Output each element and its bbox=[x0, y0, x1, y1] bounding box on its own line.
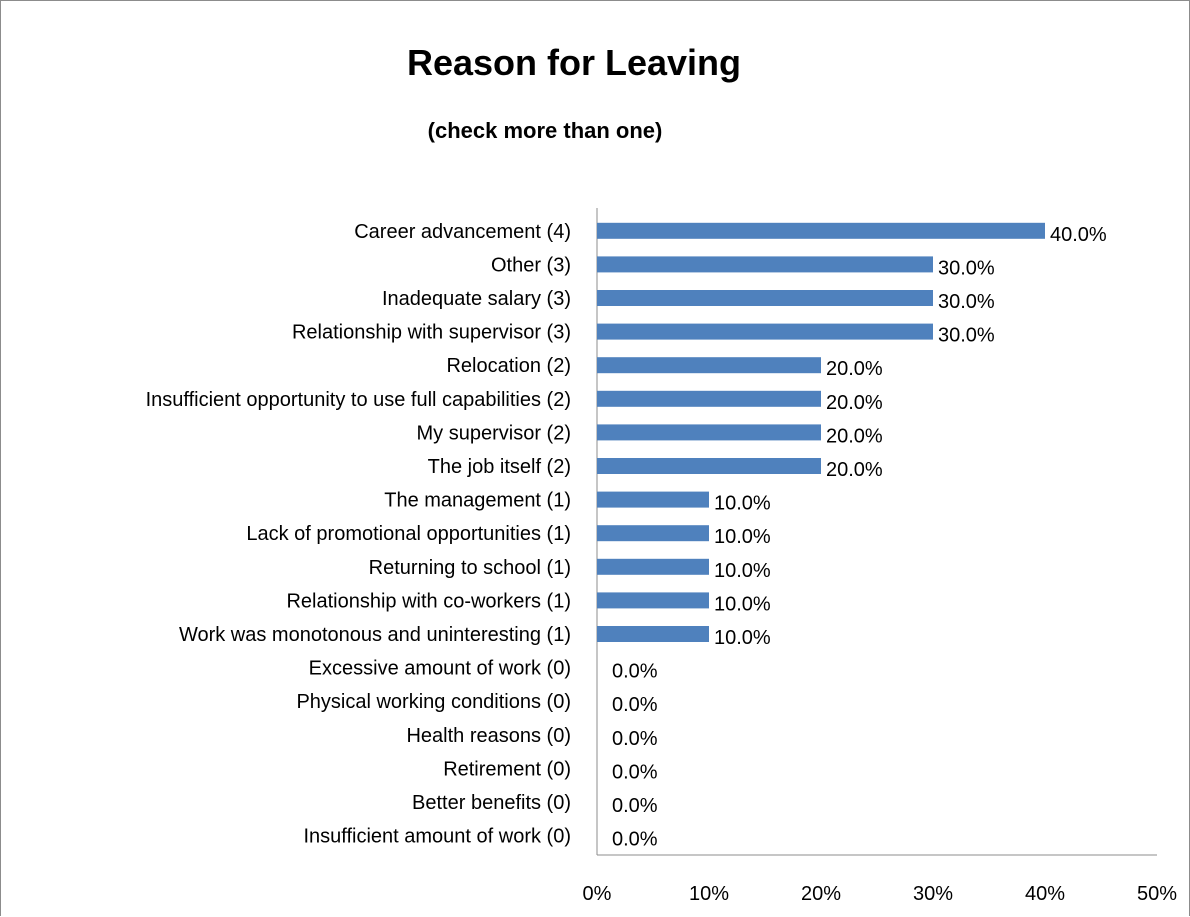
data-label: 10.0% bbox=[714, 627, 771, 649]
data-label: 10.0% bbox=[714, 593, 771, 615]
x-tick-label: 0% bbox=[583, 883, 612, 905]
bar bbox=[597, 357, 821, 374]
bar bbox=[597, 390, 821, 407]
chart-subtitle: (check more than one) bbox=[427, 118, 663, 143]
bar bbox=[597, 592, 709, 609]
data-label: 20.0% bbox=[826, 459, 883, 481]
category-label: Retirement (0) bbox=[443, 758, 571, 780]
data-label: 0.0% bbox=[612, 795, 658, 817]
bar bbox=[597, 558, 709, 575]
category-label: My supervisor (2) bbox=[417, 422, 571, 444]
bar bbox=[597, 222, 1045, 239]
data-label: 20.0% bbox=[826, 392, 883, 414]
data-label: 40.0% bbox=[1050, 224, 1107, 246]
data-label: 0.0% bbox=[612, 761, 658, 783]
category-label: Relationship with supervisor (3) bbox=[292, 322, 571, 344]
data-label: 30.0% bbox=[938, 291, 995, 313]
data-label: 10.0% bbox=[714, 493, 771, 515]
bar bbox=[597, 626, 709, 642]
data-label: 10.0% bbox=[714, 560, 771, 582]
data-label: 0.0% bbox=[612, 661, 658, 683]
data-label: 0.0% bbox=[612, 694, 658, 716]
data-label: 10.0% bbox=[714, 526, 771, 548]
category-label: Returning to school (1) bbox=[369, 557, 571, 579]
x-tick-label: 50% bbox=[1137, 883, 1177, 905]
data-label: 30.0% bbox=[938, 325, 995, 347]
bar bbox=[597, 256, 933, 273]
category-label: Work was monotonous and uninteresting (1… bbox=[179, 624, 571, 646]
bar bbox=[597, 290, 933, 306]
category-label: Inadequate salary (3) bbox=[382, 288, 571, 310]
x-tick-label: 30% bbox=[913, 883, 953, 905]
category-label: Excessive amount of work (0) bbox=[309, 658, 571, 680]
category-label: Health reasons (0) bbox=[406, 725, 571, 747]
data-label: 20.0% bbox=[826, 358, 883, 380]
x-tick-label: 20% bbox=[801, 883, 841, 905]
x-tick-label: 10% bbox=[689, 883, 729, 905]
data-label: 0.0% bbox=[612, 728, 658, 750]
bar bbox=[597, 323, 933, 340]
category-label: The management (1) bbox=[384, 490, 571, 512]
bar bbox=[597, 491, 709, 508]
category-label: Physical working conditions (0) bbox=[296, 691, 571, 713]
category-label: The job itself (2) bbox=[428, 456, 571, 478]
x-tick-label: 40% bbox=[1025, 883, 1065, 905]
category-label: Better benefits (0) bbox=[412, 792, 571, 814]
category-label: Other (3) bbox=[491, 254, 571, 276]
bar bbox=[597, 525, 709, 542]
category-label: Insufficient amount of work (0) bbox=[303, 826, 571, 848]
category-label: Relocation (2) bbox=[446, 355, 571, 377]
chart-title: Reason for Leaving bbox=[406, 42, 742, 83]
category-label: Relationship with co-workers (1) bbox=[286, 590, 571, 612]
category-label: Insufficient opportunity to use full cap… bbox=[146, 389, 571, 411]
bar bbox=[597, 458, 821, 474]
data-label: 30.0% bbox=[938, 257, 995, 279]
data-label: 0.0% bbox=[612, 829, 658, 851]
bar bbox=[597, 424, 821, 441]
data-label: 20.0% bbox=[826, 425, 883, 447]
category-label: Lack of promotional opportunities (1) bbox=[246, 523, 571, 545]
category-label: Career advancement (4) bbox=[354, 221, 571, 243]
